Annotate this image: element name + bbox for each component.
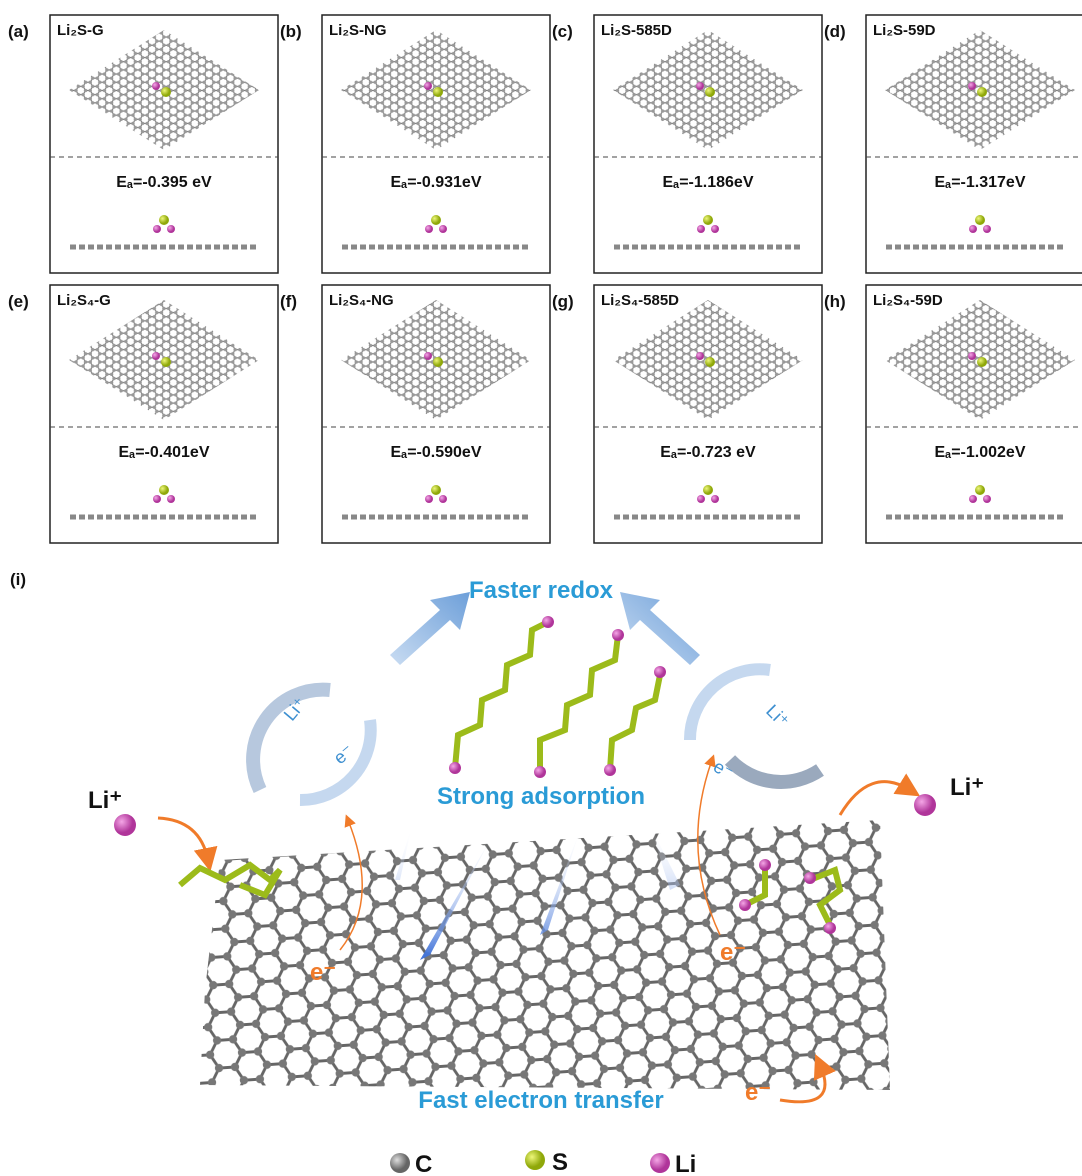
electron-label: e⁻	[310, 959, 336, 986]
adsorbate	[696, 82, 704, 90]
adsorbate	[439, 495, 447, 503]
adsorption-energy: Eₐ=-1.186eV	[663, 174, 754, 191]
legend-label: S	[552, 1149, 568, 1176]
adsorbate	[983, 225, 991, 233]
figure: (a) Li₂S-G Eₐ=-0.395 eV (b) Li₂S-NG Eₐ=-0.931…	[0, 0, 1082, 1176]
adsorbate	[152, 82, 160, 90]
adsorbate	[975, 485, 985, 495]
adsorption-energy: Eₐ=-0.401eV	[119, 444, 210, 461]
adsorbate	[161, 357, 171, 367]
electron-label: e⁻	[720, 939, 746, 966]
arrow	[840, 782, 910, 815]
cycle-arrow	[730, 760, 820, 782]
cycle-label: e⁻	[330, 740, 358, 768]
adsorbate	[711, 495, 719, 503]
adsorbate	[167, 495, 175, 503]
adsorbate	[696, 352, 704, 360]
adsorbate	[703, 485, 713, 495]
adsorption-energy: Eₐ=-0.395 eV	[116, 174, 212, 191]
adsorbate	[167, 225, 175, 233]
arrow	[158, 818, 208, 860]
adsorbate	[153, 495, 161, 503]
arrow-up-left	[390, 592, 470, 665]
adsorbate	[705, 357, 715, 367]
adsorbate	[705, 87, 715, 97]
legend-label: Li	[675, 1151, 696, 1176]
adsorbate	[983, 495, 991, 503]
adsorption-energy: Eₐ=-0.590eV	[391, 444, 482, 461]
adsorbate	[431, 485, 441, 495]
panel-title: Li₂S₄-NG	[329, 292, 394, 309]
adsorption-energy: Eₐ=-0.931eV	[391, 174, 482, 191]
panel-title: Li₂S₄-585D	[601, 292, 679, 309]
panel-title: Li₂S₄-59D	[873, 292, 943, 309]
panel-letter: (g)	[552, 292, 574, 311]
graphene-sheet	[200, 820, 890, 1090]
adsorbate	[152, 352, 160, 360]
adsorption-energy: Eₐ=-1.317eV	[935, 174, 1026, 191]
adsorbate	[424, 352, 432, 360]
adsorbate	[433, 87, 443, 97]
heading: Faster redox	[469, 577, 614, 604]
heading: Fast electron transfer	[418, 1087, 663, 1114]
panel-letter: (a)	[8, 22, 29, 41]
adsorbate	[711, 225, 719, 233]
adsorbate	[977, 357, 987, 367]
adsorbate	[977, 87, 987, 97]
adsorption-energy: Eₐ=-0.723 eV	[660, 444, 756, 461]
adsorbate	[425, 495, 433, 503]
adsorbate	[161, 87, 171, 97]
electron-label: e⁻	[745, 1079, 771, 1106]
adsorption-energy: Eₐ=-1.002eV	[935, 444, 1026, 461]
adsorbate	[969, 495, 977, 503]
legend: C S Li	[390, 1149, 696, 1176]
adsorbate	[968, 82, 976, 90]
adsorbate	[703, 215, 713, 225]
panel-title: Li₂S₄-G	[57, 292, 111, 309]
ion-label: Li⁺	[88, 787, 122, 814]
ion-label: Li⁺	[950, 774, 984, 801]
adsorbate	[697, 225, 705, 233]
panel-title: Li₂S-G	[57, 22, 104, 39]
legend-label: C	[415, 1151, 432, 1176]
adsorbate	[153, 225, 161, 233]
adsorbate	[425, 225, 433, 233]
adsorbate	[975, 215, 985, 225]
panel-letter: (d)	[824, 22, 846, 41]
adsorbate	[439, 225, 447, 233]
panel-letter: (b)	[280, 22, 302, 41]
panel-title: Li₂S-585D	[601, 22, 672, 39]
scheme: (i) Faster redox Strong adsorption Fast …	[10, 570, 984, 1114]
cycle-arrow	[690, 669, 770, 740]
arrow-up-right	[620, 592, 700, 665]
adsorbate	[159, 215, 169, 225]
panel-letter: (i)	[10, 570, 26, 589]
adsorbate	[424, 82, 432, 90]
adsorbate	[969, 225, 977, 233]
panel-letter: (f)	[280, 292, 297, 311]
heading: Strong adsorption	[437, 783, 645, 810]
panel-letter: (h)	[824, 292, 846, 311]
adsorbate	[159, 485, 169, 495]
panel-title: Li₂S-59D	[873, 22, 936, 39]
adsorbate	[697, 495, 705, 503]
adsorbate	[431, 215, 441, 225]
cycle-label: Li⁺	[762, 701, 793, 732]
adsorbate	[433, 357, 443, 367]
panel-letter: (c)	[552, 22, 573, 41]
adsorbate	[968, 352, 976, 360]
panel-letter: (e)	[8, 292, 29, 311]
panel-title: Li₂S-NG	[329, 22, 387, 39]
